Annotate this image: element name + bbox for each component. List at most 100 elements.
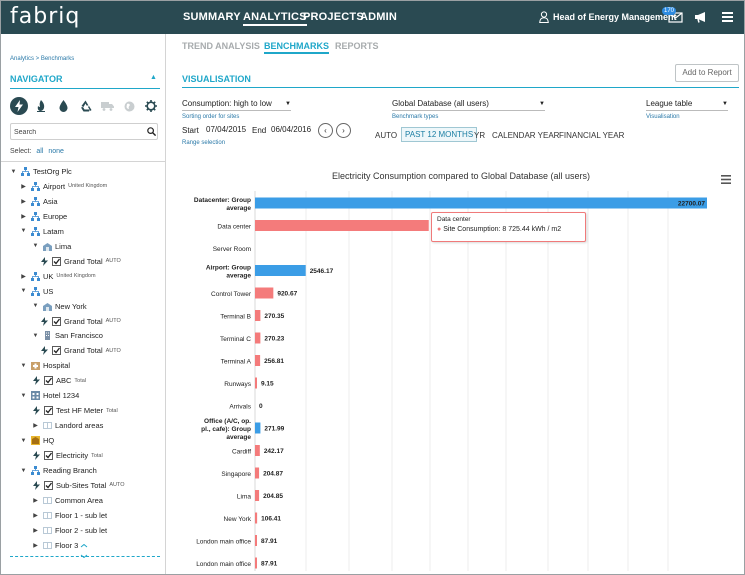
data-bar[interactable]: [255, 467, 260, 479]
expanded-caret-icon[interactable]: ▼: [32, 303, 39, 310]
collapse-icon[interactable]: ▲: [150, 74, 157, 81]
period-calendar-year[interactable]: CALENDAR YEAR: [492, 131, 560, 140]
data-bar[interactable]: [255, 355, 261, 366]
expanded-caret-icon[interactable]: ▼: [20, 288, 27, 295]
node-checkbox[interactable]: [52, 316, 61, 326]
data-bar[interactable]: [255, 310, 261, 321]
select-none-link[interactable]: none: [48, 148, 64, 155]
tree-node[interactable]: ▶ Common Area: [32, 493, 103, 508]
node-checkbox[interactable]: [44, 376, 53, 386]
expanded-caret-icon[interactable]: ▼: [20, 228, 27, 235]
collapsed-caret-icon[interactable]: ▶: [21, 273, 26, 280]
user-icon[interactable]: [539, 11, 549, 23]
megaphone-icon[interactable]: [694, 11, 708, 23]
collapsed-caret-icon[interactable]: ▶: [33, 512, 38, 519]
tab-trend-analysis[interactable]: TREND ANALYSIS: [182, 41, 260, 51]
node-checkbox[interactable]: [52, 346, 61, 356]
tree-node[interactable]: ▶ Floor 1 - sub let: [32, 508, 107, 523]
collapsed-caret-icon[interactable]: ▶: [21, 213, 26, 220]
data-bar[interactable]: [255, 422, 261, 434]
tree-node[interactable]: Sub-Sites Total AUTO: [32, 478, 125, 493]
tree-node[interactable]: ▶ Landord areas: [32, 418, 103, 433]
tree-node[interactable]: ▼ New York: [32, 299, 87, 314]
nav-admin[interactable]: ADMIN: [360, 11, 398, 23]
data-bar[interactable]: [255, 490, 260, 501]
node-checkbox[interactable]: [52, 256, 61, 266]
expanded-caret-icon[interactable]: ▼: [32, 243, 39, 250]
tree-node[interactable]: Grand Total AUTO: [40, 254, 121, 269]
data-bar[interactable]: [255, 287, 274, 299]
node-checkbox[interactable]: [44, 451, 53, 460]
data-bar[interactable]: [255, 265, 306, 276]
nav-projects[interactable]: PROJECTS: [303, 11, 364, 23]
tab-reports[interactable]: REPORTS: [335, 41, 379, 51]
expanded-caret-icon[interactable]: ▼: [20, 437, 27, 444]
tree-node[interactable]: ▼ Reading Branch: [20, 463, 97, 478]
data-bar[interactable]: [255, 535, 257, 546]
tree-node[interactable]: ▼ Hospital: [20, 358, 70, 373]
tree-node[interactable]: ▼ Latam: [20, 224, 64, 239]
electricity-filter-icon[interactable]: [10, 97, 28, 115]
period-auto[interactable]: AUTO: [375, 131, 398, 140]
breadcrumb[interactable]: Analytics > Benchmarks: [10, 56, 75, 62]
add-to-report-button[interactable]: Add to Report: [675, 64, 739, 82]
tree-node[interactable]: ▶ Airport United Kingdom: [20, 179, 107, 194]
next-period-button[interactable]: ›: [336, 123, 351, 138]
node-checkbox[interactable]: [44, 481, 53, 490]
sort-order-select[interactable]: Consumption: high to low ▼: [182, 99, 291, 111]
globe-filter-icon[interactable]: [121, 98, 137, 114]
collapsed-caret-icon[interactable]: ▶: [33, 542, 38, 549]
tree-node[interactable]: ▼ San Francisco: [32, 328, 103, 343]
expanded-caret-icon[interactable]: ▼: [32, 332, 39, 339]
recycling-filter-icon[interactable]: [77, 98, 93, 114]
tree-node[interactable]: ▶ Floor 3: [32, 538, 78, 553]
hamburger-menu-icon[interactable]: [722, 12, 733, 22]
expanded-caret-icon[interactable]: ▼: [20, 392, 27, 399]
collapsed-caret-icon[interactable]: ▶: [21, 198, 26, 205]
settings-filter-icon[interactable]: [143, 98, 159, 114]
tree-node[interactable]: Test HF Meter Total: [32, 403, 118, 418]
user-menu[interactable]: Head of Energy Management: [553, 12, 677, 22]
tree-node[interactable]: Electricity Total: [32, 448, 103, 463]
data-bar[interactable]: [255, 332, 261, 344]
node-checkbox[interactable]: [44, 406, 53, 416]
tree-node[interactable]: Grand Total AUTO: [40, 343, 121, 358]
tree-node[interactable]: ▶ UK United Kingdom: [20, 269, 96, 284]
truck-filter-icon[interactable]: [99, 98, 115, 114]
nav-analytics[interactable]: ANALYTICS: [243, 11, 307, 26]
expanded-caret-icon[interactable]: ▼: [20, 362, 27, 369]
tree-node[interactable]: ▼ US: [20, 284, 53, 299]
tree-node[interactable]: ▶ Europe: [20, 209, 67, 224]
select-all-link[interactable]: all: [36, 148, 44, 155]
tree-node[interactable]: ▶ Asia: [20, 194, 58, 209]
scroll-tree-icon[interactable]: [79, 544, 89, 558]
collapsed-caret-icon[interactable]: ▶: [21, 183, 26, 190]
logo[interactable]: fabriq: [10, 4, 81, 29]
tree-node[interactable]: ABC Total: [32, 373, 86, 388]
data-bar[interactable]: [255, 512, 258, 524]
tree-node[interactable]: ▼ HQ: [20, 433, 54, 448]
data-bar[interactable]: [255, 377, 257, 389]
gas-filter-icon[interactable]: [33, 98, 49, 114]
period-yr[interactable]: YR: [474, 131, 486, 140]
start-date-input[interactable]: 07/04/2015: [206, 125, 247, 134]
collapsed-caret-icon[interactable]: ▶: [33, 527, 38, 534]
data-bar[interactable]: [255, 557, 257, 569]
search-icon[interactable]: [147, 127, 156, 136]
search-input[interactable]: [14, 126, 142, 138]
water-filter-icon[interactable]: [55, 98, 71, 114]
chart-menu-icon[interactable]: [721, 175, 731, 184]
benchmark-type-select[interactable]: Global Database (all users) ▼: [392, 99, 545, 111]
previous-period-button[interactable]: ‹: [318, 123, 333, 138]
tree-node[interactable]: Grand Total AUTO: [40, 314, 121, 329]
data-bar[interactable]: [255, 197, 707, 209]
tree-node[interactable]: ▼ Hotel 1234: [20, 388, 79, 403]
expanded-caret-icon[interactable]: ▼: [10, 168, 17, 175]
nav-summary[interactable]: SUMMARY: [183, 11, 241, 23]
end-date-input[interactable]: 06/04/2016: [271, 125, 312, 134]
collapsed-caret-icon[interactable]: ▶: [33, 423, 38, 430]
tab-benchmarks[interactable]: BENCHMARKS: [264, 41, 329, 54]
period-past-12-months[interactable]: PAST 12 MONTHS: [401, 127, 478, 142]
data-bar[interactable]: [255, 445, 260, 456]
visualisation-select[interactable]: League table ▼: [646, 99, 728, 111]
